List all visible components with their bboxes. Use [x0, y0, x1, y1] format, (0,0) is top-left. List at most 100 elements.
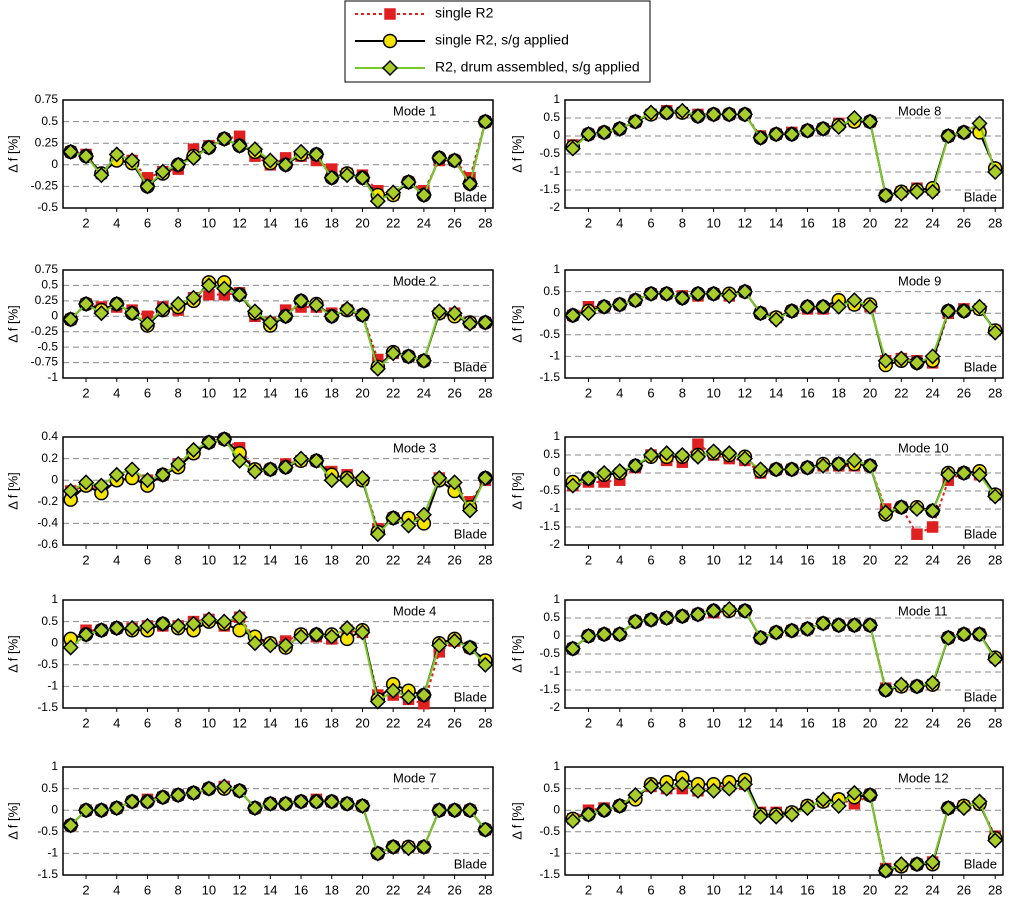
data-point: [564, 640, 581, 657]
data-point: [292, 450, 310, 467]
y-tick-label: -2: [549, 700, 560, 714]
data-point: [705, 285, 722, 302]
data-point: [893, 350, 910, 367]
y-tick-label: 0: [51, 308, 58, 322]
data-point: [596, 626, 613, 643]
data-point: [124, 620, 141, 637]
x-tick-label: 2: [585, 215, 592, 230]
x-tick-label: 10: [202, 882, 216, 897]
y-tick-label: -1: [549, 846, 560, 860]
data-point: [830, 298, 847, 315]
x-tick-label: 16: [294, 882, 308, 897]
data-point: [799, 459, 816, 476]
data-point: [400, 517, 417, 534]
x-tick-label: 12: [738, 215, 752, 230]
data-point: [861, 617, 879, 634]
data-point: [768, 461, 785, 478]
data-point: [139, 315, 156, 332]
x-tick-label: 18: [325, 715, 339, 730]
x-tick-label: 6: [144, 385, 151, 400]
x-tick-label: 12: [232, 385, 246, 400]
data-point: [830, 797, 847, 814]
x-tick-label: 4: [113, 215, 120, 230]
x-tick-label: 12: [232, 215, 246, 230]
data-point: [400, 689, 417, 706]
data-point: [799, 122, 816, 139]
data-point: [477, 821, 494, 838]
y-axis-label: Δ f [%]: [509, 305, 524, 343]
data-point: [185, 289, 202, 306]
data-point: [924, 674, 941, 691]
data-point: [893, 856, 910, 873]
data-point: [461, 175, 479, 192]
x-tick-label: 22: [386, 552, 400, 567]
x-tick-label: 20: [355, 715, 369, 730]
data-point: [170, 787, 187, 804]
x-tick-label: 22: [386, 385, 400, 400]
x-tick-label: 22: [386, 882, 400, 897]
data-point: [658, 104, 675, 121]
data-point: [815, 615, 832, 632]
data-point: [721, 780, 738, 797]
mode-title: Mode 12: [898, 770, 949, 785]
data-point: [308, 297, 325, 314]
y-axis-label: Δ f [%]: [5, 135, 20, 173]
data-point: [564, 307, 581, 324]
x-tick-label: 2: [82, 215, 89, 230]
data-point: [339, 472, 356, 489]
x-tick-label: 4: [616, 552, 623, 567]
y-tick-label: -0.5: [37, 339, 58, 353]
data-point: [674, 776, 691, 793]
data-point: [216, 280, 233, 297]
y-tick-label: -0.5: [539, 327, 560, 341]
y-tick-label: 0: [553, 128, 560, 142]
x-tick-label: 24: [417, 215, 431, 230]
x-tick-label: 4: [616, 715, 623, 730]
x-tick-label: 12: [232, 552, 246, 567]
data-point: [231, 609, 248, 626]
x-tick-label: 28: [988, 882, 1002, 897]
data-point: [689, 285, 707, 302]
y-tick-label: -1.5: [539, 682, 560, 696]
series-line: [572, 783, 997, 873]
x-tick-label: 4: [113, 882, 120, 897]
x-tick-label: 10: [202, 215, 216, 230]
data-point: [908, 183, 926, 200]
y-tick-label: 0: [51, 472, 58, 486]
x-axis-label: Blade: [964, 689, 997, 704]
x-tick-label: 8: [679, 385, 686, 400]
data-point: [369, 526, 386, 543]
data-point: [783, 806, 800, 823]
data-point: [955, 464, 972, 482]
data-point: [908, 500, 926, 518]
y-tick-label: -0.2: [37, 494, 58, 508]
data-point: [231, 782, 248, 799]
x-tick-label: 28: [478, 882, 492, 897]
mode-title: Mode 4: [393, 603, 436, 618]
x-tick-label: 8: [175, 882, 182, 897]
data-point: [431, 637, 448, 654]
x-tick-label: 6: [647, 552, 654, 567]
data-point: [846, 292, 863, 309]
y-tick-label: -1: [549, 501, 560, 515]
x-tick-label: 2: [82, 385, 89, 400]
x-axis-label: Blade: [964, 189, 997, 204]
data-point: [200, 139, 217, 156]
x-tick-label: 14: [263, 882, 277, 897]
y-tick-label: 0.25: [35, 293, 59, 307]
data-point: [768, 126, 785, 143]
data-point: [846, 784, 863, 801]
data-point: [369, 193, 386, 210]
data-point: [154, 615, 171, 632]
x-tick-label: 24: [417, 385, 431, 400]
data-point: [674, 290, 691, 307]
x-tick-label: 18: [325, 215, 339, 230]
data-point: [200, 611, 217, 628]
data-point: [216, 778, 233, 795]
data-point: [877, 352, 894, 369]
data-point: [830, 455, 847, 473]
x-tick-label: 14: [769, 215, 783, 230]
data-point: [277, 308, 294, 325]
x-tick-label: 14: [263, 715, 277, 730]
data-point: [170, 617, 187, 634]
